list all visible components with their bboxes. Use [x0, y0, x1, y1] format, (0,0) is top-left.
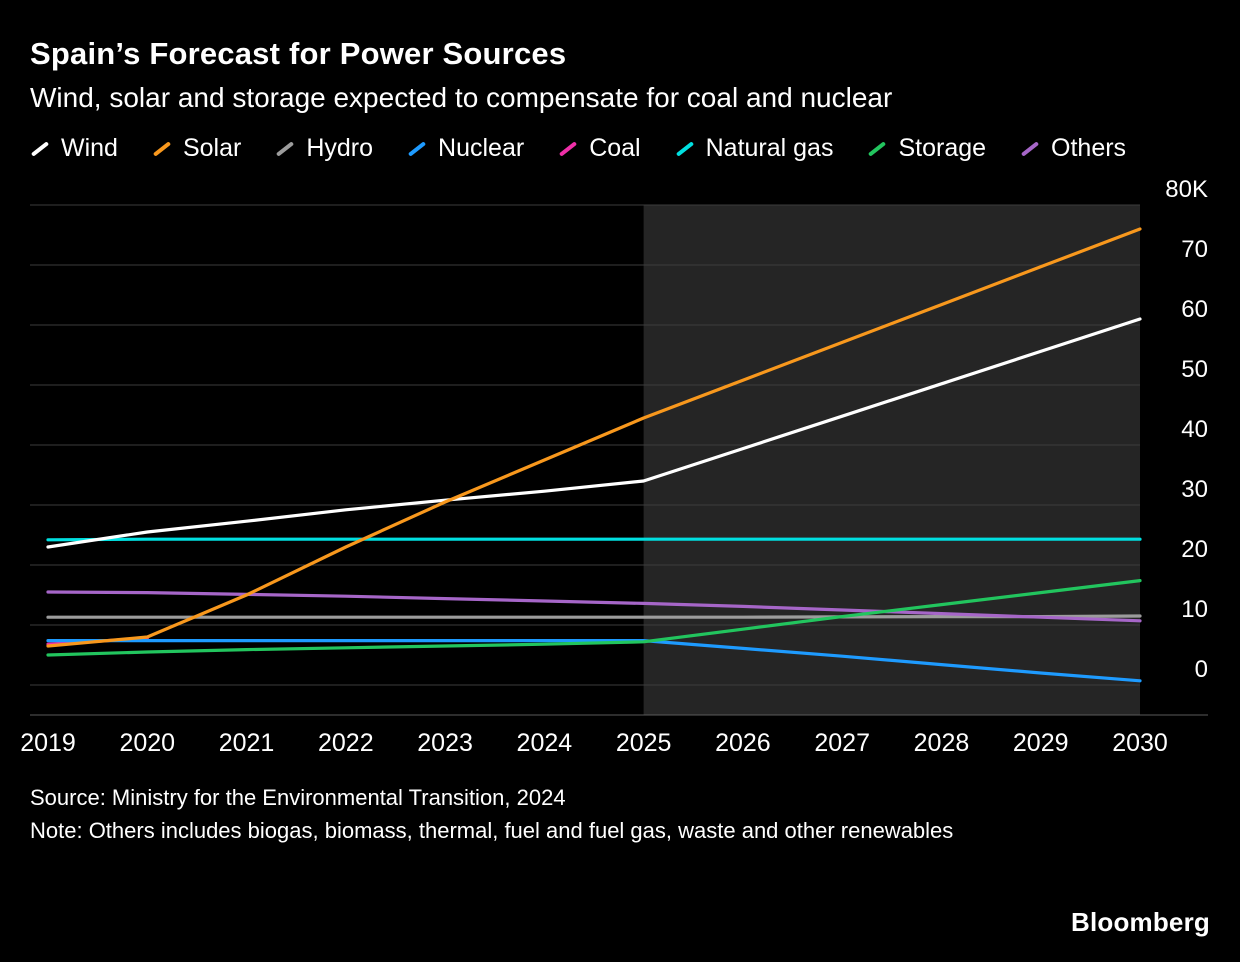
y-tick-label-80: 80K [1165, 176, 1208, 203]
series-line-solar [46, 227, 1142, 648]
y-tick-label-30: 30 [1181, 476, 1208, 503]
x-tick-label-2027: 2027 [814, 729, 870, 757]
y-tick-label-70: 70 [1181, 236, 1208, 263]
chart-area: 0 10 20 30 40 50 60 70 80K 2019 2020 2021 2022 2023 20… [0, 169, 1240, 765]
legend-item-nuclear: Nuclear [407, 134, 524, 163]
x-tick-label-2022: 2022 [318, 729, 374, 757]
y-tick-label-0: 0 [1195, 656, 1208, 683]
x-tick-label-2019: 2019 [20, 729, 76, 757]
series-line-hydro [46, 614, 1142, 619]
legend-swatch-solar [152, 140, 172, 157]
legend-swatch-natural-gas [675, 140, 694, 157]
legend-item-coal: Coal [558, 134, 641, 163]
y-tick-label-40: 40 [1181, 416, 1208, 443]
legend-item-storage: Storage [867, 134, 986, 163]
chart-subtitle: Wind, solar and storage expected to comp… [30, 82, 893, 113]
x-tick-label-2025: 2025 [616, 729, 672, 757]
legend-item-natural-gas: Natural gas [675, 134, 834, 163]
legend-swatch-wind [30, 140, 50, 157]
x-tick-label-2026: 2026 [715, 729, 771, 757]
legend-swatch-nuclear [407, 140, 427, 157]
y-tick-label-20: 20 [1181, 536, 1208, 563]
x-tick-label-2020: 2020 [119, 729, 175, 757]
x-tick-label-2029: 2029 [1013, 729, 1069, 757]
y-tick-label-50: 50 [1181, 356, 1208, 383]
legend-label-natural-gas: Natural gas [705, 134, 834, 162]
bloomberg-logo: Bloomberg [1070, 907, 1210, 937]
x-tick-label-2030: 2030 [1112, 729, 1168, 757]
series-line-natural-gas [46, 537, 1142, 542]
legend-label-others: Others [1051, 134, 1127, 162]
series-line-storage [46, 579, 1142, 657]
legend: Wind Solar Hydro Nuclear Coal Natural gas Stor… [30, 134, 1150, 163]
x-tick-label-2021: 2021 [219, 729, 275, 757]
chart-header: Spain’s Forecast for Power Sources Wind,… [0, 0, 1240, 163]
legend-swatch-hydro [276, 140, 295, 157]
forecast-band [643, 205, 1140, 715]
series-line-others [46, 590, 1142, 623]
legend-swatch-coal [559, 140, 578, 157]
chart-footer: Source: Ministry for the Environmental T… [0, 765, 1240, 847]
legend-label-coal: Coal [589, 134, 641, 162]
note-text: Note: Others includes biogas, biomass, t… [30, 818, 954, 843]
legend-label-storage: Storage [898, 134, 987, 162]
legend-item-hydro: Hydro [275, 134, 373, 163]
legend-swatch-others [1020, 140, 1040, 157]
legend-label-nuclear: Nuclear [438, 134, 525, 162]
x-tick-label-2023: 2023 [417, 729, 473, 757]
legend-swatch-storage [868, 140, 887, 157]
x-tick-label-2024: 2024 [517, 729, 573, 757]
y-tick-label-60: 60 [1181, 296, 1208, 323]
x-tick-label-2028: 2028 [914, 729, 970, 757]
legend-label-solar: Solar [182, 134, 242, 162]
legend-label-hydro: Hydro [306, 134, 374, 162]
legend-item-others: Others [1020, 134, 1126, 163]
series-line-wind [46, 317, 1142, 549]
y-tick-label-10: 10 [1181, 596, 1208, 623]
legend-label-wind: Wind [61, 134, 118, 162]
source-text: Source: Ministry for the Environmental T… [30, 785, 566, 810]
legend-item-wind: Wind [30, 134, 118, 163]
chart-title: Spain’s Forecast for Power Sources [30, 36, 567, 71]
legend-item-solar: Solar [152, 134, 241, 163]
series-line-nuclear [46, 639, 1142, 683]
